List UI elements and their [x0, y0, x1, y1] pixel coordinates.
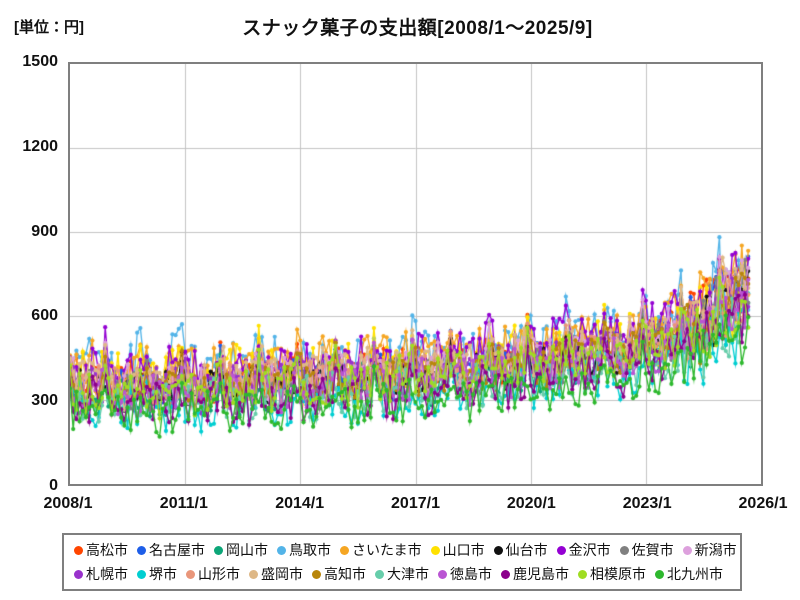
legend-dot-icon: [137, 569, 146, 579]
legend-dot-icon: [375, 569, 384, 579]
legend-dot-icon: [556, 545, 566, 555]
legend-dot-icon: [249, 569, 258, 579]
legend-item-鹿児島市[interactable]: 鹿児島市: [501, 564, 569, 584]
legend-dot-icon: [277, 545, 286, 555]
x-tick-label: 2020/1: [506, 495, 556, 512]
x-tick-label: 2014/1: [275, 495, 325, 512]
legend-label: 山口市: [442, 542, 485, 558]
legend-dot-icon: [501, 569, 510, 579]
legend-item-北九州市[interactable]: 北九州市: [655, 564, 723, 584]
legend-item-新潟市[interactable]: 新潟市: [682, 540, 737, 560]
legend-dot-icon: [578, 569, 587, 579]
legend-item-金沢市[interactable]: 金沢市: [556, 540, 611, 560]
x-tick-label: 2017/1: [391, 495, 440, 512]
x-tick-label: 2023/1: [622, 495, 672, 512]
legend-item-高知市[interactable]: 高知市: [312, 564, 366, 584]
legend-label: 岡山市: [226, 542, 268, 558]
legend-label: 札幌市: [86, 566, 128, 582]
x-tick-label: 2008/1: [43, 495, 93, 512]
legend-dot-icon: [312, 569, 321, 579]
legend-dot-icon: [74, 545, 83, 555]
y-tick-label: 600: [31, 307, 58, 325]
legend-item-佐賀市[interactable]: 佐賀市: [619, 540, 674, 560]
legend-dot-icon: [186, 569, 195, 579]
legend-label: さいたま市: [352, 542, 422, 558]
legend-dot-icon: [74, 569, 83, 579]
legend-item-堺市[interactable]: 堺市: [137, 564, 177, 584]
legend-row: 札幌市 堺市 山形市 盛岡市 高知市 大津市 徳島市 鹿児島市 相模原市 北九州市: [74, 564, 730, 584]
legend-item-高松市[interactable]: 高松市: [74, 540, 128, 560]
legend-label: 高知市: [324, 566, 366, 582]
page-title: スナック菓子の支出額[2008/1～2025/9]: [242, 18, 593, 39]
legend: 高松市 名古屋市 岡山市 鳥取市 さいたま市 山口市 仙台市 金沢市 佐賀市 新潟市札幌市 堺市 山形…: [62, 533, 742, 591]
y-axis-ticks: 0 300 600 900 1200 1500: [0, 53, 58, 494]
legend-label: 新潟市: [694, 542, 737, 558]
legend-label: 堺市: [149, 566, 177, 582]
legend-label: 仙台市: [505, 542, 548, 558]
legend-dot-icon: [214, 545, 223, 555]
y-tick-label: 1500: [22, 53, 58, 70]
legend-row: 高松市 名古屋市 岡山市 鳥取市 さいたま市 山口市 仙台市 金沢市 佐賀市 新潟市: [74, 540, 737, 560]
unit-label: [単位：円]: [14, 19, 84, 36]
y-tick-label: 900: [31, 222, 58, 240]
legend-dot-icon: [430, 545, 440, 555]
legend-item-名古屋市[interactable]: 名古屋市: [137, 540, 205, 560]
legend-dot-icon: [655, 569, 664, 579]
legend-label: 山形市: [198, 566, 240, 582]
y-tick-label: 1200: [22, 137, 58, 155]
legend-item-仙台市[interactable]: 仙台市: [493, 540, 548, 560]
x-axis-ticks: 2008/1 2011/1 2014/1 2017/1 2020/1 2023/1 2026…: [44, 495, 788, 515]
legend-item-徳島市[interactable]: 徳島市: [438, 564, 492, 584]
y-tick-label: 300: [31, 392, 58, 410]
x-tick-label: 2011/1: [159, 495, 208, 512]
legend-item-岡山市[interactable]: 岡山市: [214, 540, 268, 560]
legend-label: 名古屋市: [149, 542, 205, 558]
legend-label: 徳島市: [450, 566, 492, 582]
legend-label: 佐賀市: [631, 542, 674, 558]
legend-dot-icon: [137, 545, 146, 555]
legend-label: 高松市: [86, 542, 128, 558]
legend-label: 相模原市: [590, 566, 646, 582]
legend-label: 大津市: [387, 566, 429, 582]
legend-label: 盛岡市: [261, 566, 303, 582]
legend-dot-icon: [619, 545, 629, 555]
legend-item-札幌市[interactable]: 札幌市: [74, 564, 128, 584]
legend-item-鳥取市[interactable]: 鳥取市: [277, 540, 331, 560]
plot-area: [68, 62, 763, 486]
legend-label: 鳥取市: [289, 542, 331, 558]
legend-item-相模原市[interactable]: 相模原市: [578, 564, 646, 584]
x-tick-label: 2026/1: [738, 495, 788, 512]
y-tick-label: 0: [49, 477, 58, 494]
legend-item-大津市[interactable]: 大津市: [375, 564, 429, 584]
legend-label: 鹿児島市: [513, 566, 569, 582]
legend-item-さいたま市[interactable]: さいたま市: [340, 540, 422, 560]
legend-label: 北九州市: [667, 566, 723, 582]
legend-item-山形市[interactable]: 山形市: [186, 564, 240, 584]
legend-dot-icon: [493, 545, 503, 555]
legend-dot-icon: [682, 545, 692, 555]
legend-dot-icon: [340, 545, 349, 555]
chart-canvas: [70, 64, 761, 484]
legend-dot-icon: [438, 569, 447, 579]
legend-label: 金沢市: [568, 542, 611, 558]
legend-item-盛岡市[interactable]: 盛岡市: [249, 564, 303, 584]
legend-item-山口市[interactable]: 山口市: [430, 540, 485, 560]
